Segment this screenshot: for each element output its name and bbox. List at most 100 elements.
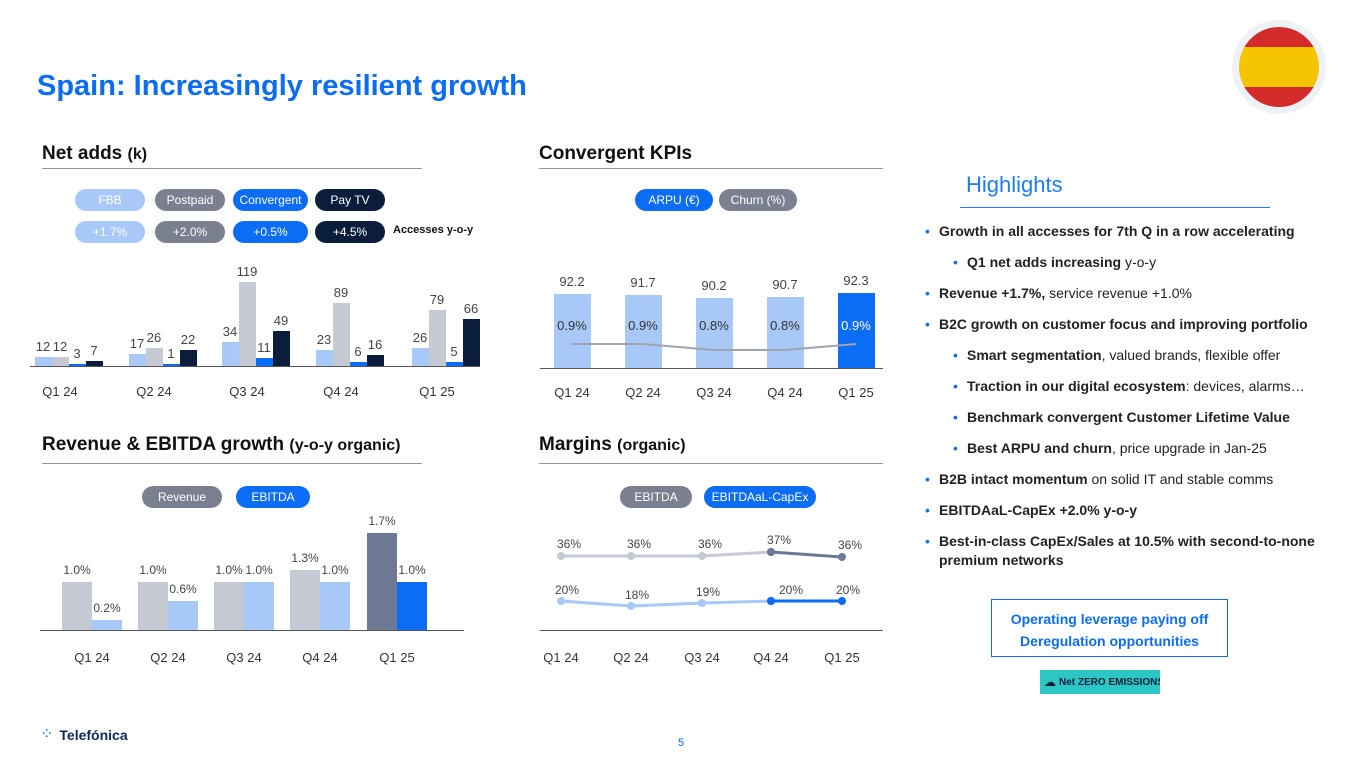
data-label: 16 (367, 336, 383, 352)
data-point (767, 597, 775, 605)
data-label: 0.2% (93, 601, 121, 616)
bar-revenue (138, 582, 168, 630)
x-tick-label: Q2 24 (625, 385, 661, 400)
data-label: 7 (90, 343, 98, 359)
highlight-item: B2C growth on customer focus and improvi… (925, 315, 1355, 334)
legend-churn[interactable]: Churn (%) (719, 189, 797, 211)
ebitda-margin-label: 37% (766, 533, 792, 547)
callout-line: Operating leverage paying off (1010, 611, 1209, 627)
bar-arpu (696, 297, 733, 368)
ebitda-margin-label: 36% (556, 537, 582, 551)
x-tick-label: Q3 24 (696, 385, 732, 400)
accesses-yoy-label: Accesses y-o-y (393, 224, 474, 236)
yoy-postpaid[interactable]: +2.0% (155, 221, 225, 243)
margins-subtitle: (organic) (617, 437, 686, 454)
data-point (557, 552, 565, 560)
data-label: 119 (236, 263, 258, 279)
data-point (557, 597, 565, 605)
net-adds-unit: (k) (127, 146, 148, 163)
bar-postpaid (333, 302, 350, 366)
data-label: 6 (354, 343, 362, 359)
baseline (540, 368, 883, 369)
churn-label: 0.9% (628, 318, 658, 333)
revenue-subtitle: (y-o-y organic) (289, 437, 401, 454)
highlight-bold: B2C growth on customer focus and improvi… (939, 316, 1308, 332)
highlight-bold: EBITDAaL-CapEx +2.0% y-o-y (939, 502, 1137, 518)
x-tick-label: Q3 24 (226, 650, 262, 665)
ebitda-margin-line-path (561, 550, 772, 558)
data-label: 1 (167, 346, 175, 361)
arpu-label: 90.2 (701, 277, 727, 293)
data-point (698, 552, 706, 560)
data-point (767, 597, 775, 605)
highlight-bold: Traction in our digital ecosystem (967, 378, 1186, 394)
spain-flag-icon (1232, 20, 1326, 114)
data-label: 11 (257, 340, 271, 356)
bar-postpaid (239, 281, 256, 366)
net-zero-badge: ☁ Net ZERO EMISSIONS (1040, 670, 1160, 694)
legend-ebitda[interactable]: EBITDA (236, 486, 310, 508)
bar-fbb (316, 349, 333, 366)
arpu-label: 90.7 (772, 276, 798, 292)
bar-fbb (35, 357, 52, 366)
highlight-text: y-o-y (1121, 254, 1157, 270)
bar-postpaid (146, 347, 163, 366)
legend-fbb[interactable]: FBB (75, 189, 145, 211)
x-tick-label: Q2 24 (613, 650, 649, 665)
x-tick-label: Q1 25 (419, 384, 455, 399)
divider (539, 463, 883, 464)
highlight-bold: Best ARPU and churn (967, 440, 1112, 456)
bar-pay-tv (367, 354, 384, 366)
capex-margin-line-path (560, 599, 772, 608)
data-label: 12 (52, 339, 68, 355)
data-label: 26 (146, 329, 162, 345)
net-adds-title: Net adds (42, 143, 123, 164)
legend-convergent[interactable]: Convergent (233, 189, 308, 211)
data-label: 1.0% (398, 563, 426, 577)
net-zero-text: Net ZERO EMISSIONS (1059, 676, 1160, 688)
ebitda-margin-label: 36% (837, 538, 863, 552)
data-label: 5 (450, 344, 458, 360)
legend-ebitda-margin[interactable]: EBITDA (620, 486, 692, 508)
highlight-item: Benchmark convergent Customer Lifetime V… (953, 408, 1355, 427)
highlights-list: Growth in all accesses for 7th Q in a ro… (925, 222, 1355, 582)
data-label: 1.0% (139, 563, 167, 577)
highlight-text: : devices, alarms… (1185, 378, 1305, 394)
highlight-item: Revenue +1.7%, service revenue +1.0% (925, 284, 1355, 303)
legend-revenue[interactable]: Revenue (142, 486, 222, 508)
churn-label: 0.8% (770, 318, 800, 333)
highlight-text: on solid IT and stable comms (1087, 471, 1274, 487)
yoy-paytv[interactable]: +4.5% (315, 221, 385, 243)
bar-arpu (625, 294, 662, 368)
data-label: 0.6% (169, 582, 197, 597)
x-tick-label: Q1 25 (824, 650, 860, 665)
data-point (767, 548, 775, 556)
data-label: 34 (222, 323, 238, 339)
yoy-convergent[interactable]: +0.5% (233, 221, 308, 243)
data-point (627, 552, 635, 560)
arpu-label: 92.3 (843, 273, 869, 289)
bar-revenue (367, 533, 397, 630)
arpu-label: 92.2 (559, 273, 585, 289)
data-point (767, 548, 775, 556)
x-tick-label: Q1 24 (42, 384, 78, 399)
data-label: 3 (73, 345, 81, 361)
convergent-title: Convergent KPIs (539, 143, 693, 164)
highlight-item: B2B intact momentum on solid IT and stab… (925, 470, 1355, 489)
highlight-bold: Best-in-class CapEx/Sales at 10.5% with … (939, 533, 1315, 568)
x-tick-label: Q2 24 (136, 384, 172, 399)
bar-fbb (222, 341, 239, 366)
legend-paytv[interactable]: Pay TV (315, 189, 385, 211)
legend-postpaid[interactable]: Postpaid (155, 189, 225, 211)
legend-arpu[interactable]: ARPU (€) (635, 189, 713, 211)
data-label: 1.7% (368, 514, 396, 529)
bar-pay-tv (273, 331, 290, 366)
bar-revenue (290, 570, 320, 630)
data-label: 1.3% (291, 551, 319, 566)
page-title: Spain: Increasingly resilient growth (37, 70, 527, 102)
data-label: 49 (273, 313, 289, 329)
bar-convergent (256, 358, 273, 366)
yoy-fbb[interactable]: +1.7% (75, 221, 145, 243)
page-number: 5 (678, 737, 685, 749)
legend-ebitdaal-capex[interactable]: EBITDAaL-CapEx (704, 486, 816, 508)
